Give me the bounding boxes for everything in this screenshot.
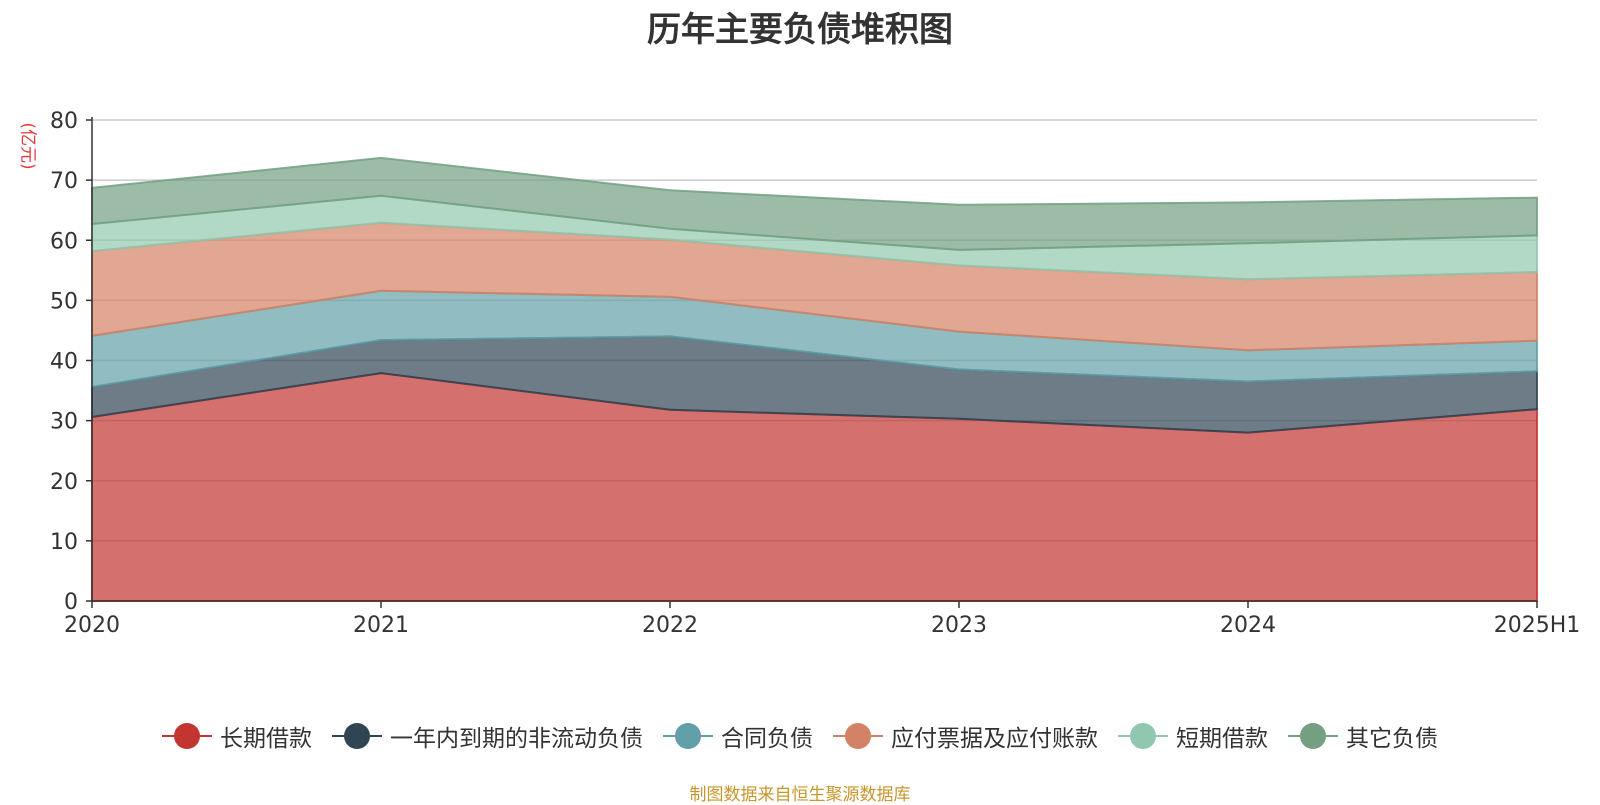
- legend: 长期借款 一年内到期的非流动负债 合同负债 应付票据及应付账款 短期借款 其它负债: [0, 718, 1600, 754]
- area-series: [91, 156, 1538, 602]
- legend-label: 合同负债: [721, 726, 813, 752]
- legend-marker-icon: [663, 723, 713, 749]
- legend-label: 应付票据及应付账款: [891, 726, 1098, 752]
- legend-item[interactable]: 一年内到期的非流动负债: [332, 719, 643, 753]
- legend-item[interactable]: 短期借款: [1118, 719, 1268, 753]
- legend-marker-icon: [833, 723, 883, 749]
- legend-marker-dot: [845, 723, 871, 749]
- legend-marker-icon: [162, 723, 212, 749]
- legend-marker-icon: [1288, 723, 1338, 749]
- legend-item[interactable]: 应付票据及应付账款: [833, 719, 1098, 753]
- legend-item[interactable]: 合同负债: [663, 719, 813, 753]
- y-tick-label: 60: [50, 229, 78, 254]
- y-tick-label: 30: [50, 410, 78, 435]
- legend-item[interactable]: 长期借款: [162, 719, 312, 753]
- legend-marker-icon: [332, 723, 382, 749]
- legend-marker-dot: [344, 723, 370, 749]
- legend-marker-dot: [1130, 723, 1156, 749]
- x-tick-label: 2025H1: [1494, 613, 1581, 638]
- y-tick-label: 70: [50, 169, 78, 194]
- legend-label: 短期借款: [1176, 726, 1268, 752]
- legend-marker-dot: [174, 723, 200, 749]
- legend-marker-icon: [1118, 723, 1168, 749]
- area-series-6: [91, 156, 1538, 251]
- y-tick-label: 80: [50, 109, 78, 134]
- legend-marker-dot: [675, 723, 701, 749]
- x-tick-label: 2021: [353, 613, 409, 638]
- y-tick-label: 40: [50, 350, 78, 375]
- x-tick-label: 2024: [1220, 613, 1276, 638]
- legend-label: 长期借款: [220, 726, 312, 752]
- y-tick-label: 10: [50, 530, 78, 555]
- legend-item[interactable]: 其它负债: [1288, 719, 1438, 753]
- y-tick-label: 0: [64, 590, 78, 615]
- x-tick-label: 2020: [64, 613, 120, 638]
- y-tick-label: 50: [50, 289, 78, 314]
- legend-marker-dot: [1300, 723, 1326, 749]
- x-tick-label: 2023: [931, 613, 987, 638]
- x-tick-label: 2022: [642, 613, 698, 638]
- legend-label: 一年内到期的非流动负债: [390, 726, 643, 752]
- data-source-note: 制图数据来自恒生聚源数据库: [689, 785, 911, 805]
- legend-label: 其它负债: [1346, 726, 1438, 752]
- axes: 0 10 20 30 40 50 60 70 80 2020 2021 2022 2023 2024 202…: [50, 109, 1580, 638]
- chart-title: 历年主要负债堆积图: [647, 10, 953, 50]
- y-tick-label: 20: [50, 470, 78, 495]
